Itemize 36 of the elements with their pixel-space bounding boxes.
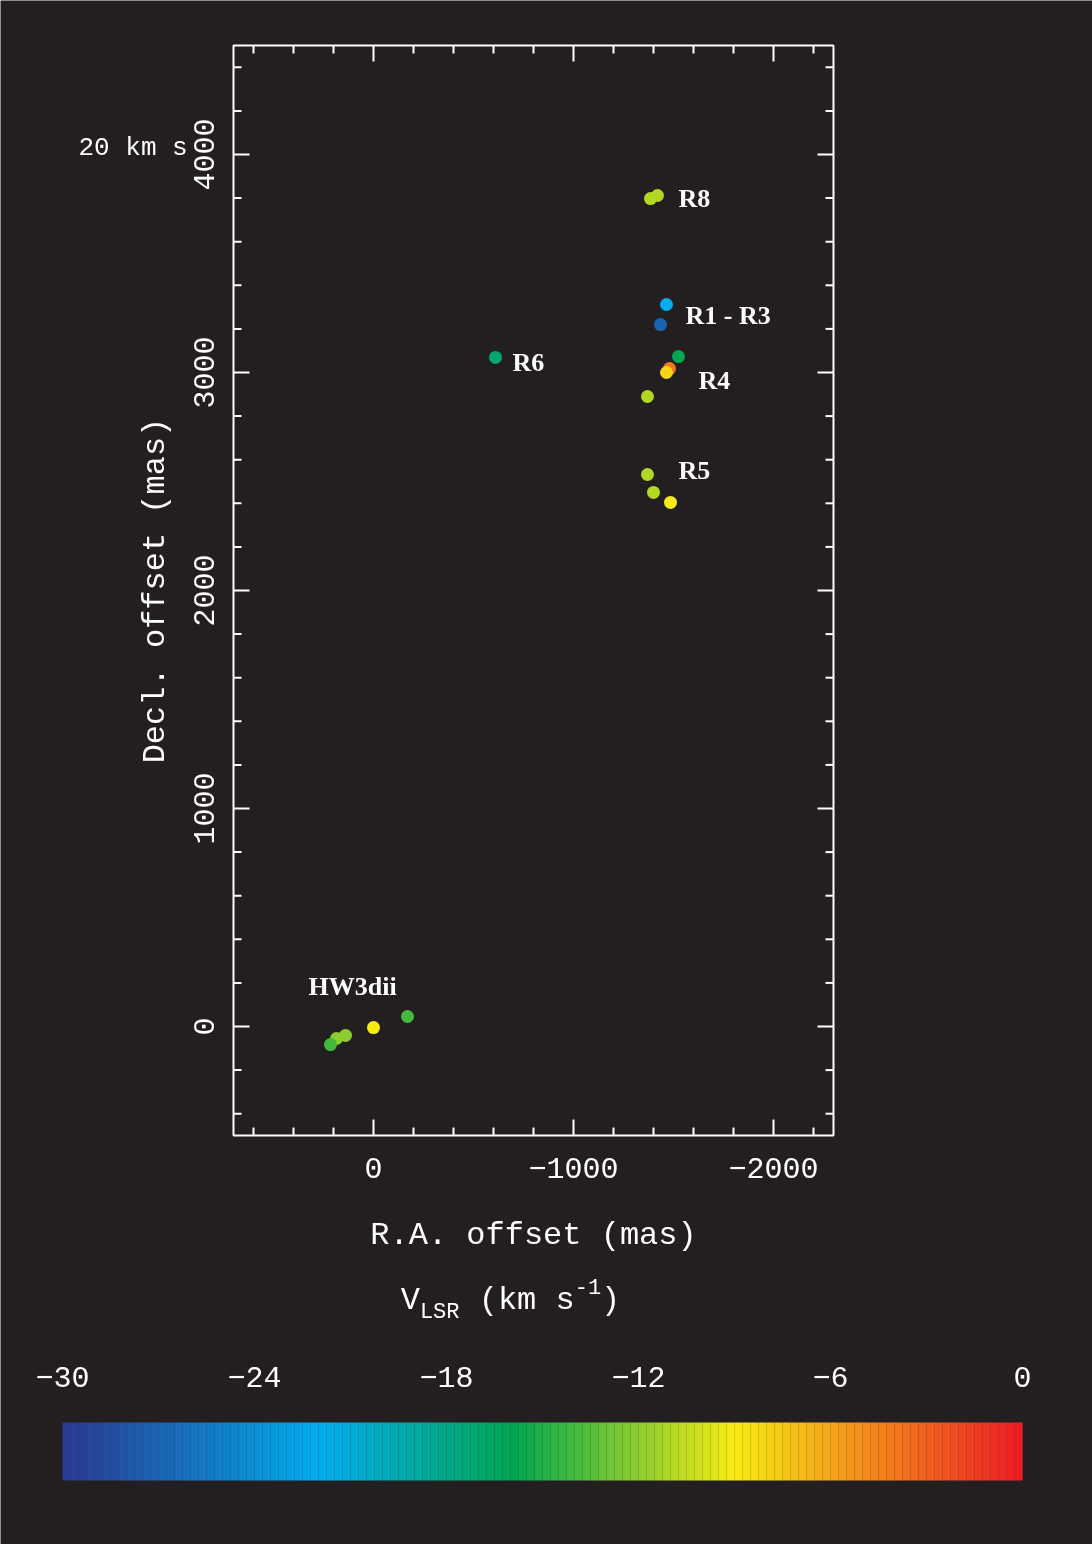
annotation: R1 - R3 <box>685 301 771 330</box>
x-tick-label: −2000 <box>728 1152 819 1187</box>
color-bar-label: −24 <box>227 1361 282 1396</box>
point <box>641 389 654 403</box>
color-bar-label: −12 <box>611 1361 666 1396</box>
point <box>660 298 673 311</box>
text: 20 km s <box>78 132 188 163</box>
point <box>641 468 654 482</box>
annotation: R6 <box>512 348 545 377</box>
annotation: R8 <box>678 184 711 213</box>
point <box>647 485 660 499</box>
y-tick-label: 0 <box>188 1017 223 1036</box>
point <box>672 350 685 364</box>
annotation: HW3dii <box>308 972 397 1001</box>
y-tick-label: 1000 <box>188 772 223 845</box>
annotation: R4 <box>698 366 731 395</box>
y-tick-label: 2000 <box>188 554 223 627</box>
color-bar-label: −6 <box>812 1361 849 1396</box>
x-tick-label: 0 <box>364 1152 383 1187</box>
point <box>367 1021 380 1035</box>
point <box>401 1009 414 1023</box>
point <box>489 350 502 364</box>
color-bar-label: −30 <box>35 1361 90 1396</box>
x-tick-label: −1000 <box>528 1152 619 1187</box>
point <box>654 318 667 332</box>
point <box>324 1038 337 1052</box>
x-axis-title: R.A. offset (mas) <box>370 1217 697 1254</box>
y-tick-label: 4000 <box>188 118 223 191</box>
y-tick-label: 3000 <box>188 336 223 409</box>
point <box>660 366 673 379</box>
annotation: R5 <box>678 456 711 485</box>
color-bar-label: −18 <box>419 1361 474 1396</box>
y-axis-title: Decl. offset (mas) <box>137 417 174 764</box>
point <box>651 189 664 202</box>
color-bar-label: 0 <box>1013 1361 1032 1396</box>
point <box>664 495 677 509</box>
